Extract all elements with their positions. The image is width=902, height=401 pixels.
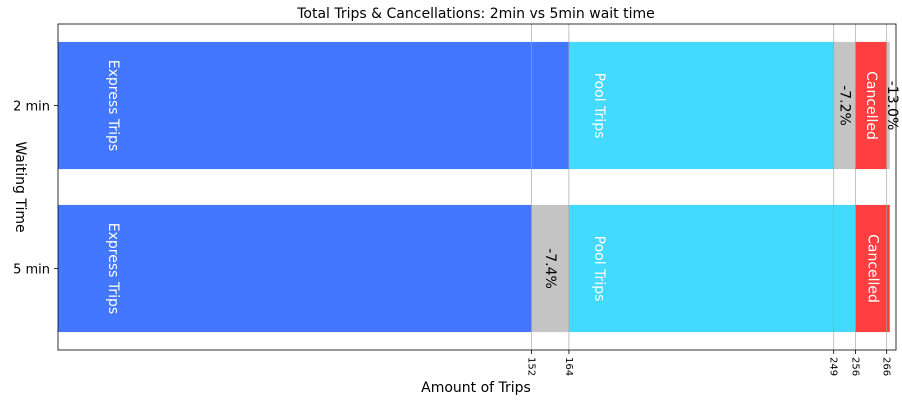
x-tick-label: 152: [526, 357, 537, 376]
y-tick-label: 5 min: [13, 263, 50, 278]
y-tick-label: 2 min: [13, 100, 50, 115]
bar-segment-label: Cancelled: [865, 234, 881, 303]
bar-segment: [833, 41, 856, 170]
x-tick-label: 256: [850, 357, 861, 376]
bar-segment-label: Express Trips: [105, 60, 121, 151]
y-axis-label: Waiting Time: [12, 141, 28, 232]
chart-title: Total Trips & Cancellations: 2min vs 5mi…: [296, 6, 655, 22]
bar-segment: [855, 41, 887, 170]
bar-segment: [855, 204, 890, 333]
bar-segment-label: -7.2%: [837, 85, 853, 126]
bar-segment: [568, 204, 856, 333]
x-tick-label: 266: [881, 357, 892, 376]
bar-segment-label: Cancelled: [863, 71, 879, 140]
bar-segment: [58, 41, 569, 170]
bar-segment: [568, 41, 834, 170]
plot-area: 2 min 5 min 152 164 249 256 266 Express Trips Po…: [13, 24, 900, 376]
plot-frame: [57, 23, 897, 351]
x-tick-label: 164: [563, 357, 574, 376]
bar-segment-label: Express Trips: [105, 223, 121, 314]
bar-segment-label: Pool Trips: [591, 73, 607, 139]
x-tick-label: 249: [828, 357, 839, 376]
bar-segment: [886, 41, 890, 170]
x-axis-label: Amount of Trips: [421, 380, 531, 396]
bar-segment: [58, 204, 532, 333]
bar-segment: [531, 204, 569, 333]
bar-segment-label: Pool Trips: [591, 236, 607, 302]
bar-segment-label: -7.4%: [542, 248, 558, 289]
bar-segment-label: -13.0%: [884, 81, 900, 131]
